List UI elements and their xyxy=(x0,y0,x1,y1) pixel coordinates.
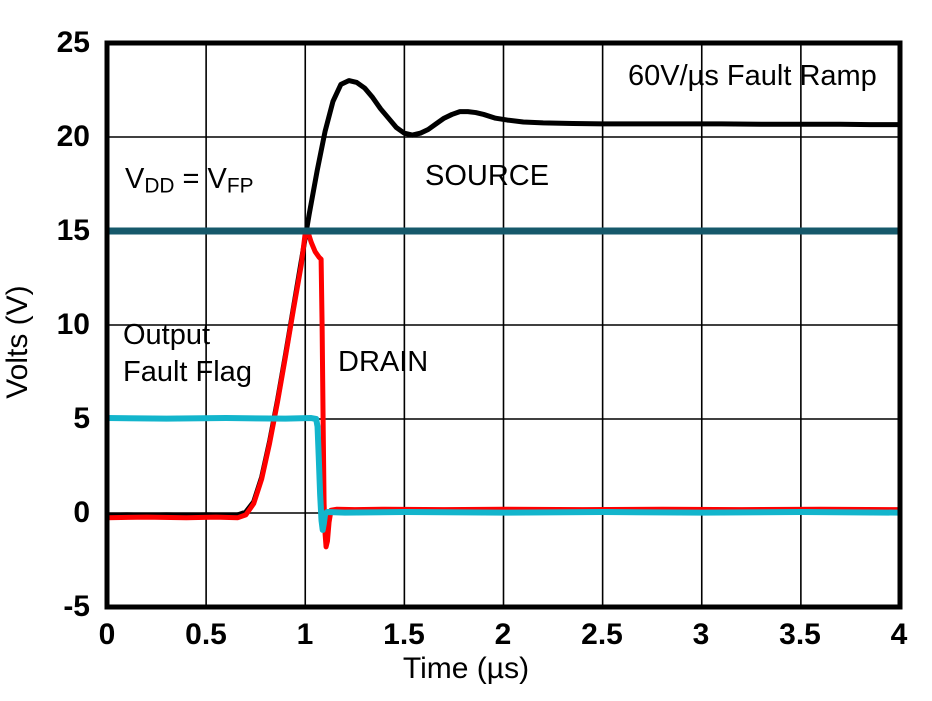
vdd-subscript: DD xyxy=(144,174,175,198)
x-tick-label: 0 xyxy=(98,618,116,651)
x-tick-label: 1.5 xyxy=(383,618,425,651)
annotation-ramp-rate: 60V/µs Fault Ramp xyxy=(628,60,877,92)
annotation-vdd-vfp: VDD = VFP xyxy=(125,163,254,199)
y-tick-label: 0 xyxy=(73,496,90,529)
x-tick-label: 1 xyxy=(296,618,314,651)
plot-frame xyxy=(104,40,903,610)
equals-vf: = V xyxy=(174,163,227,195)
vfp-subscript-2: FP xyxy=(226,174,254,198)
series-group xyxy=(106,78,901,550)
x-tick-label: 3.5 xyxy=(779,618,821,651)
annotation-source-label: SOURCE xyxy=(425,160,550,192)
output-fault-flag-line-2: Fault Flag xyxy=(123,356,252,389)
output-fault-flag-line-1: Output xyxy=(123,319,211,351)
x-tick-label: 3 xyxy=(692,618,710,651)
annotation-output-fault-flag: Output Fault Flag xyxy=(123,317,252,391)
annotation-drain-label: DRAIN xyxy=(338,346,429,378)
y-tick-label: 10 xyxy=(56,308,90,341)
x-tick-label: 4 xyxy=(890,618,908,651)
y-tick-label: 25 xyxy=(56,26,90,59)
y-tick-label: 20 xyxy=(56,120,90,153)
y-tick-label: -5 xyxy=(63,590,90,623)
y-axis-title: Volts (V) xyxy=(1,285,34,399)
y-tick-label: 15 xyxy=(56,214,90,247)
series-output-fault-flag xyxy=(106,415,901,533)
y-tick-label: 5 xyxy=(73,402,90,435)
x-tick-label: 2.5 xyxy=(581,618,623,651)
x-tick-label: 0.5 xyxy=(185,618,227,651)
x-tick-label: 2 xyxy=(494,618,512,651)
vdd-symbol: V xyxy=(125,163,145,195)
x-axis-title: Time (µs) xyxy=(402,652,530,685)
